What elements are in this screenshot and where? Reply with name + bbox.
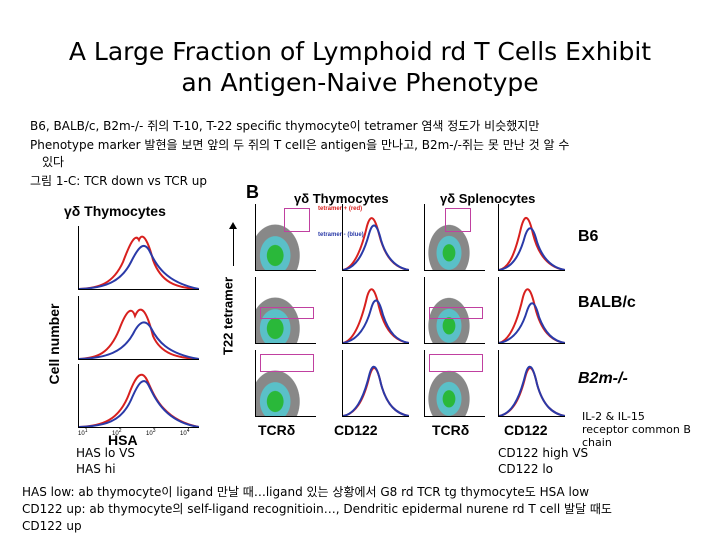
title-line-1: A Large Fraction of Lymphoid rd T Cells … xyxy=(68,37,652,66)
row-label-balbc: BALB/c xyxy=(578,294,636,311)
footer-line-1: HAS low: ab thymocyte이 ligand 만날 때…ligan… xyxy=(22,485,590,499)
cd122-curves-b6 xyxy=(343,217,409,270)
dotplot-b2m-tcrd xyxy=(255,350,316,417)
hist-spleen-b6 xyxy=(498,204,565,271)
mid-ylabel: T22 tetramer xyxy=(220,276,236,356)
hist-curves-b6 xyxy=(79,235,199,289)
dotplot-b2m-spleen xyxy=(424,350,485,417)
legend-red: tetramer + (red) xyxy=(318,206,363,212)
hist-cd122-balbc xyxy=(342,277,409,344)
arrow-up-icon xyxy=(229,222,237,229)
hist-spleen-b2m xyxy=(498,350,565,417)
xlabel-tcrd-thymus: TCRδ xyxy=(258,422,296,438)
hist-cd122-b6 xyxy=(342,204,409,271)
left-panel-title: γδ Thymocytes xyxy=(64,203,166,219)
row-label-b6: B6 xyxy=(578,228,599,245)
annotation-cd122-lo: CD122 lo xyxy=(498,462,554,476)
gate-box-b6 xyxy=(284,208,310,232)
dotplot-balbc-tcrd xyxy=(255,277,316,344)
tick-hsa-0: 101 xyxy=(78,428,88,437)
hist-b2m xyxy=(78,364,199,428)
note-line-1: B6, BALB/c, B2m-/- 쥐의 T-10, T-22 specifi… xyxy=(30,119,540,133)
hist-red-b2m xyxy=(79,373,199,427)
hist-blue-b6 xyxy=(79,244,199,289)
annotation-has-lo: HAS lo VS xyxy=(76,446,135,460)
hist-red-balbc xyxy=(79,308,199,359)
left-ylabel: Cell number xyxy=(46,303,62,385)
hist-cd122-b2m xyxy=(342,350,409,417)
hist-blue-balbc xyxy=(79,321,199,359)
arrow-shaft xyxy=(233,226,234,266)
tick-hsa-1: 102 xyxy=(112,428,122,437)
figure: B γδ Thymocytes Cell number HSA 101 102 … xyxy=(46,182,636,448)
hist-curves-balbc xyxy=(79,308,199,359)
footer-line-2: CD122 up: ab thymocyte의 self-ligand reco… xyxy=(22,502,612,516)
row-label-b2m: B2m-/- xyxy=(578,370,628,387)
title-line-2: an Antigen-Naive Phenotype xyxy=(181,68,539,97)
note-line-2: Phenotype marker 발현을 보면 앞의 두 쥐의 T cell은 … xyxy=(30,138,570,152)
gate-box-b2m xyxy=(260,354,314,372)
panel-letter: B xyxy=(246,182,259,202)
left-xlabel: HSA xyxy=(108,432,138,448)
dotplot-b6-tcrd xyxy=(255,204,316,271)
footer-line-3: CD122 up xyxy=(22,519,82,533)
dotplot-balbc-spleen xyxy=(424,277,485,344)
annotation-has-hi: HAS hi xyxy=(76,462,116,476)
tick-hsa-2: 103 xyxy=(146,428,156,437)
annotation-cd122-high: CD122 high VS xyxy=(498,446,589,460)
hist-curves-b2m xyxy=(79,373,199,427)
annotation-il-receptor: IL-2 & IL-15 receptor common B chain xyxy=(582,410,691,449)
note-line-3: 있다 xyxy=(42,155,65,169)
xlabel-cd122-thymus: CD122 xyxy=(334,422,378,438)
hist-b6 xyxy=(78,226,199,290)
dotplot-b6-spleen xyxy=(424,204,485,271)
hist-red-b6 xyxy=(79,235,199,289)
tick-hsa-3: 104 xyxy=(180,428,190,437)
hist-balbc xyxy=(78,296,199,360)
mid-title: γδ Thymocytes xyxy=(294,191,389,206)
gate-box-balbc xyxy=(260,307,314,319)
xlabel-tcrd-spleen: TCRδ xyxy=(432,422,470,438)
legend-blue: tetramer - (blue) xyxy=(318,232,364,238)
hist-spleen-balbc xyxy=(498,277,565,344)
note-line-4: 그림 1-C: TCR down vs TCR up xyxy=(30,174,207,188)
right-title: γδ Splenocytes xyxy=(440,191,536,206)
xlabel-cd122-spleen: CD122 xyxy=(504,422,548,438)
slide-title: A Large Fraction of Lymphoid rd T Cells … xyxy=(0,36,720,98)
hist-blue-b2m xyxy=(79,380,199,427)
